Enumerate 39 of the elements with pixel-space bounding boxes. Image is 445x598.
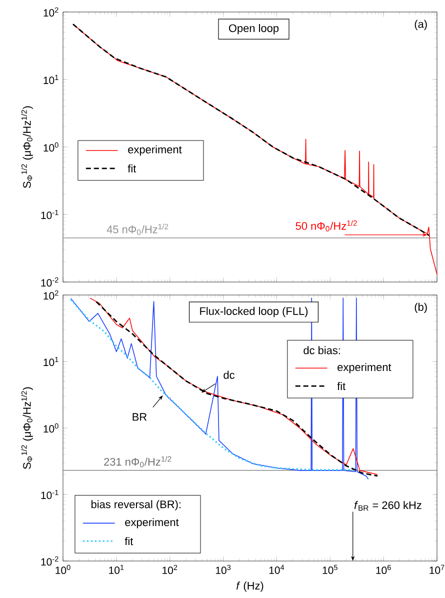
- x-tick-label: 10$^{3}$: [216, 564, 231, 574]
- legend-label: fit: [337, 382, 346, 390]
- x-tick-label: 10$^{4}$: [269, 564, 284, 574]
- y-tick-label: 10$^{-1}$: [41, 210, 58, 220]
- y-tick-label: 10$^{2}$: [44, 7, 58, 17]
- y-tick-label: 10$^{1}$: [44, 74, 58, 84]
- annotation: (a): [414, 20, 427, 30]
- x-tick-label: 10$^{5}$: [322, 564, 338, 574]
- text: Open loop: [228, 24, 279, 34]
- legend-title: dc bias:: [304, 346, 340, 354]
- x-tick-label: 10$^{1}$: [109, 564, 124, 574]
- y-axis-title: S$_{Φ}$$^{1/2}$ (μΦ$_{0}$/Hz$^{1/2}$): [21, 387, 33, 469]
- ref-line-label: 231 nΦ$_{0}$/Hz$^{1/2}$: [104, 456, 172, 468]
- annotation: (b): [414, 302, 427, 314]
- y-tick-label: 10$^{0}$: [44, 142, 58, 152]
- text: Flux-locked loop (FLL): [200, 306, 308, 318]
- x-tick-label: 10$^{6}$: [376, 564, 391, 574]
- legend-label: experiment: [338, 363, 392, 374]
- y-tick-label: 10$^{1}$: [44, 356, 58, 366]
- y-tick-label: 10$^{-2}$: [41, 277, 58, 287]
- x-tick-label: 10$^{0}$: [56, 564, 70, 574]
- legend-label: experiment: [125, 518, 179, 528]
- y-tick-label: 10$^{-2}$: [41, 556, 58, 566]
- legend-label: experiment: [128, 145, 182, 156]
- x-tick-label: 10$^{7}$: [430, 564, 444, 574]
- legend-label: fit: [124, 537, 134, 546]
- annotation: f$_{BR}$ = 260 kHz: [354, 501, 422, 511]
- annotation: BR: [132, 413, 147, 421]
- annotation: dc: [224, 370, 235, 379]
- y-tick-label: 10$^{0}$: [44, 423, 58, 433]
- x-tick-label: 10$^{2}$: [162, 564, 178, 574]
- y-axis-title: S$_{Φ}$$^{1/2}$ (μΦ$_{0}$/Hz$^{1/2}$): [21, 106, 33, 188]
- y-tick-label: 10$^{-1}$: [41, 490, 58, 500]
- x-axis-title: f (Hz): [236, 582, 264, 592]
- ref-line-label: 45 nΦ$_{0}$/Hz$^{1/2}$: [106, 224, 168, 235]
- annotation: bias reversal (BR):: [91, 500, 180, 510]
- y-tick-label: 10$^{2}$: [44, 290, 58, 300]
- annotation: 50 nΦ$_{0}$/Hz$^{1/2}$: [296, 220, 357, 232]
- legend-label: fit: [128, 164, 136, 172]
